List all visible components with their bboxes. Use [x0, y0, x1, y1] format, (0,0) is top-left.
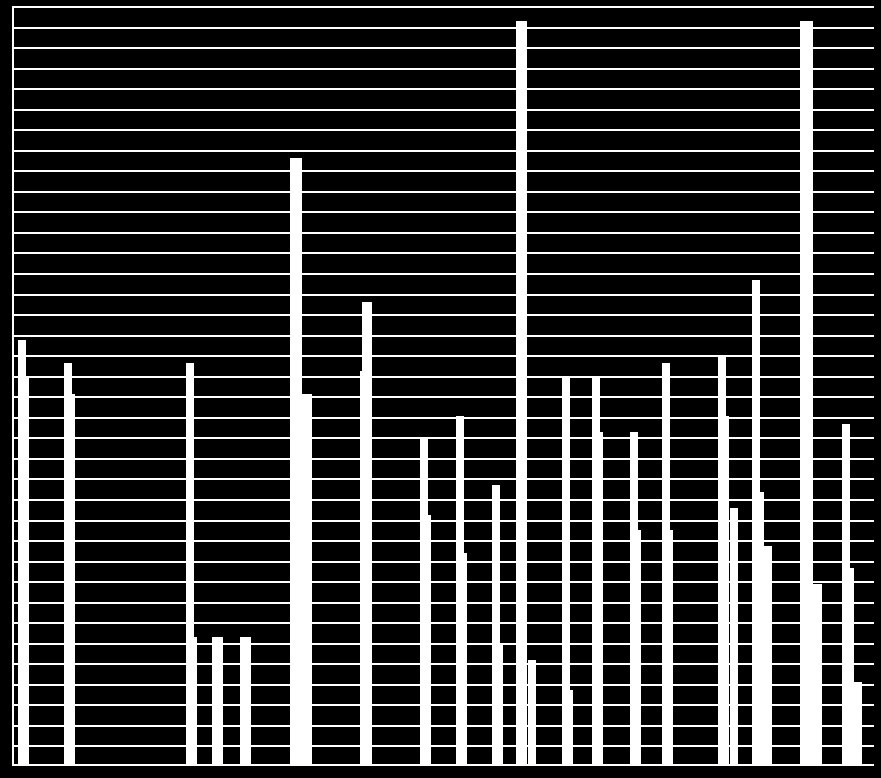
bar-front: [422, 515, 431, 766]
bar-front: [290, 295, 302, 766]
bars-layer: [12, 6, 874, 766]
bar-front: [754, 492, 764, 766]
bar-front: [214, 637, 223, 766]
bar-front: [66, 394, 75, 766]
bar-front: [854, 682, 862, 766]
bar-front: [517, 401, 527, 766]
bar-front: [730, 508, 738, 766]
bar-front: [242, 637, 251, 766]
bar-front: [664, 530, 673, 766]
bar-front: [20, 378, 29, 766]
plot-area: [12, 6, 874, 766]
bar-front: [528, 660, 536, 766]
bar-front: [494, 644, 503, 766]
bar-front: [594, 432, 603, 766]
bar-front: [720, 416, 729, 766]
bar-front: [632, 530, 641, 766]
bar-front: [188, 637, 197, 766]
bar-chart: [0, 0, 881, 778]
bar-front: [362, 302, 372, 766]
bar-front: [302, 394, 312, 766]
bar-front: [458, 553, 467, 766]
bar-front: [800, 295, 812, 766]
bar-front: [844, 568, 854, 766]
bar-front: [764, 546, 772, 766]
bar-front: [812, 584, 822, 766]
bar-front: [564, 690, 573, 766]
